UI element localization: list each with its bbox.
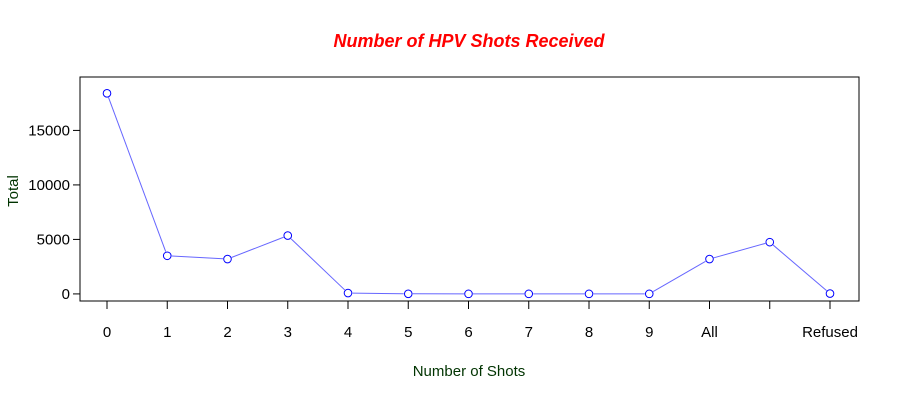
- x-tick-label: 6: [464, 324, 472, 341]
- series-line-segment: [772, 244, 827, 292]
- data-point: [705, 254, 714, 264]
- x-tick-label: 8: [585, 324, 593, 341]
- data-point: [464, 289, 473, 299]
- x-tick-label: 1: [163, 324, 171, 341]
- data-point: [584, 289, 594, 299]
- series-line-segment: [108, 97, 167, 252]
- data-point: [102, 89, 112, 98]
- x-axis: 0 1 2 3 4 5 6 7 8 9 All Refused: [103, 300, 858, 341]
- data-point: [343, 288, 353, 298]
- series-line-segment: [652, 260, 706, 293]
- x-tick-label: 0: [103, 324, 111, 341]
- data-point: [825, 289, 835, 298]
- data-point: [524, 289, 534, 299]
- x-tick-label: 5: [404, 324, 412, 341]
- x-tick-label: 3: [284, 324, 292, 341]
- x-tick-label: 7: [525, 324, 533, 341]
- y-axis-label: Total: [5, 175, 22, 207]
- data-point: [644, 289, 654, 299]
- x-tick-label: All: [701, 324, 718, 341]
- series-line-segment: [713, 242, 766, 259]
- data-point: [403, 289, 413, 299]
- x-tick-label: 4: [344, 324, 352, 341]
- plot-frame: [79, 76, 860, 302]
- x-tick-label: 2: [223, 324, 231, 341]
- x-tick-label: 9: [645, 324, 653, 341]
- y-tick-label: 0: [62, 286, 70, 303]
- data-point: [223, 254, 232, 264]
- y-tick-label: 10000: [28, 177, 70, 194]
- data-point: [765, 237, 775, 247]
- data-point: [162, 251, 172, 261]
- y-tick-label: 5000: [37, 231, 70, 248]
- y-tick-label: 15000: [28, 122, 70, 139]
- data-series: [102, 89, 835, 299]
- series-line-segment: [352, 292, 404, 295]
- series-line-segment: [290, 238, 346, 291]
- series-line-segment: [231, 236, 284, 258]
- chart-title: Number of HPV Shots Received: [333, 31, 605, 51]
- data-point: [283, 231, 293, 240]
- series-line-segment: [171, 255, 224, 260]
- x-axis-label: Number of Shots: [413, 363, 526, 380]
- x-tick-label: Refused: [802, 324, 858, 341]
- y-axis: 0 5000 10000 15000: [28, 122, 81, 303]
